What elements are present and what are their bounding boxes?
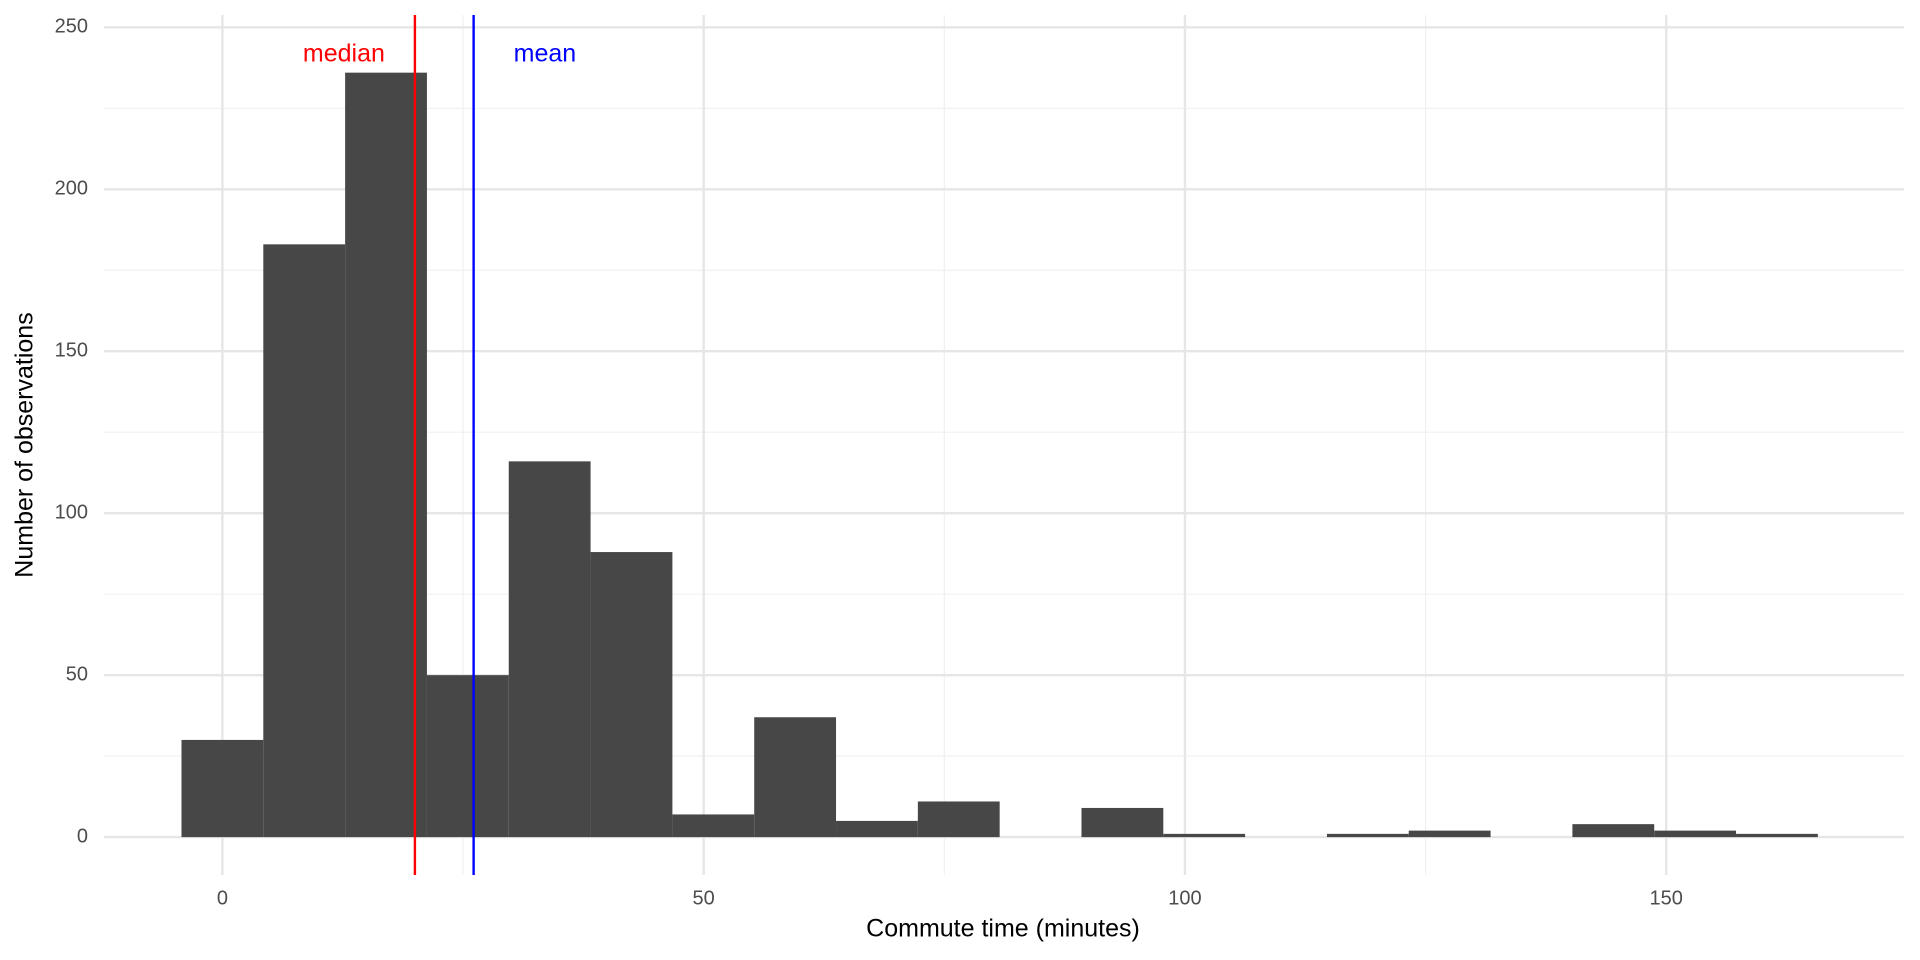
bar <box>1163 833 1246 838</box>
bar <box>345 72 427 838</box>
bar <box>1408 830 1491 838</box>
y-tick-label: 200 <box>55 178 88 200</box>
x-axis-title: Commute time (minutes) <box>866 915 1140 943</box>
bar <box>836 820 918 838</box>
y-axis-title: Number of observations <box>11 312 39 577</box>
y-tick-label: 100 <box>55 501 88 523</box>
bar <box>754 717 837 838</box>
bar <box>263 244 346 838</box>
bar <box>672 814 755 838</box>
y-tick-label: 0 <box>77 825 88 847</box>
x-tick-label: 0 <box>217 887 228 909</box>
x-tick-label: 150 <box>1650 887 1683 909</box>
reference-label: mean <box>514 40 577 68</box>
bar <box>917 801 1000 838</box>
reference-label: median <box>303 40 385 68</box>
bar <box>1654 830 1737 838</box>
bar <box>181 739 264 838</box>
bar <box>590 552 673 838</box>
x-tick-label: 50 <box>693 887 715 909</box>
bar <box>508 461 591 838</box>
y-tick-label: 50 <box>66 663 88 685</box>
y-tick-label: 150 <box>55 340 88 362</box>
y-tick-label: 250 <box>55 16 88 38</box>
bar <box>1736 833 1818 838</box>
bar <box>426 675 509 838</box>
bar <box>1572 824 1655 838</box>
x-tick-label: 100 <box>1168 887 1201 909</box>
bar <box>1326 833 1409 838</box>
bar <box>1081 807 1164 838</box>
